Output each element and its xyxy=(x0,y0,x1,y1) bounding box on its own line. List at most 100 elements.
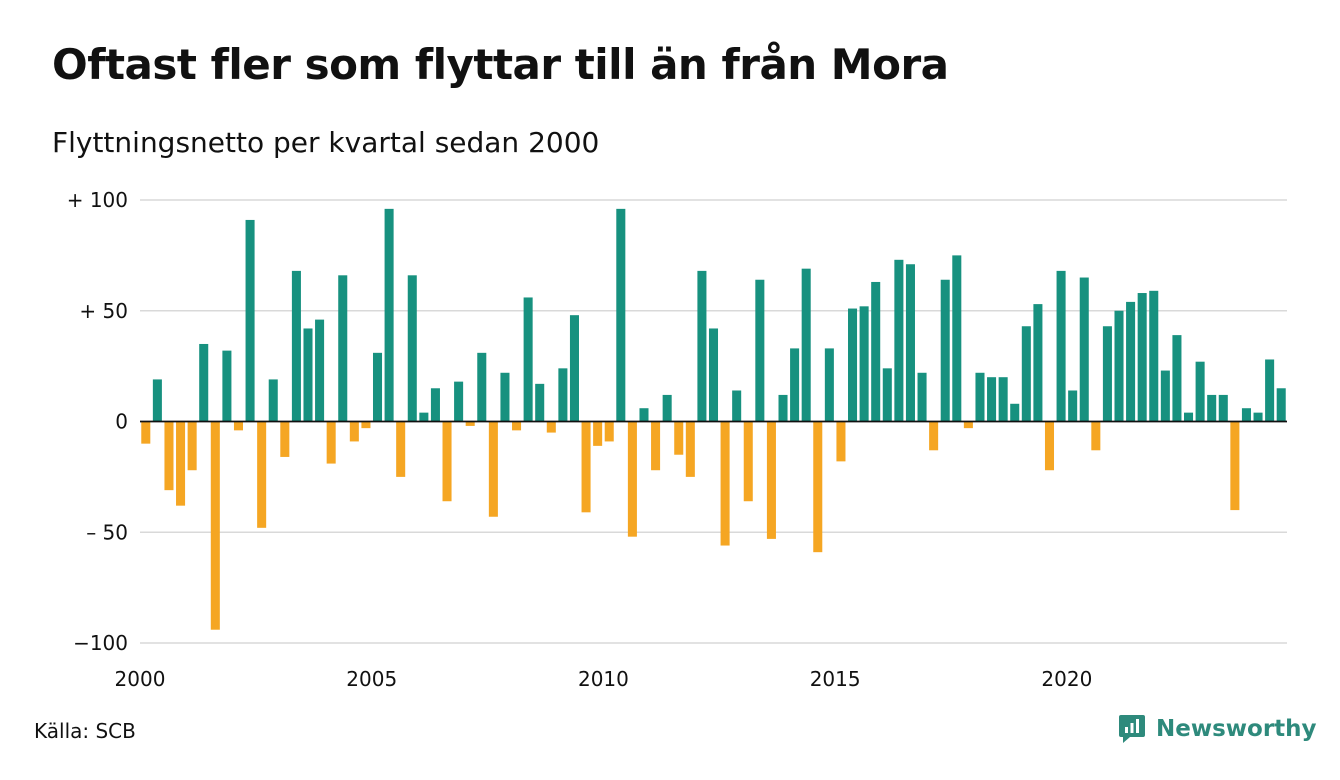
bar xyxy=(430,388,440,422)
bar xyxy=(396,421,406,477)
bar xyxy=(732,390,742,422)
bar xyxy=(1160,370,1170,422)
bar xyxy=(546,421,556,433)
bar xyxy=(1091,421,1101,451)
bar xyxy=(1230,421,1240,511)
bar xyxy=(1114,310,1124,422)
bar xyxy=(291,270,301,422)
bar xyxy=(199,343,209,422)
x-tick-label: 2000 xyxy=(115,667,166,691)
bar xyxy=(233,421,243,431)
bar xyxy=(987,377,997,422)
bar xyxy=(187,421,197,471)
bar xyxy=(349,421,359,442)
gridlines xyxy=(140,199,1287,644)
bar xyxy=(836,421,846,462)
newsworthy-logo-icon xyxy=(1119,715,1145,743)
bar xyxy=(674,421,684,455)
bar xyxy=(280,421,290,457)
bar xyxy=(848,308,858,422)
bar xyxy=(882,368,892,422)
bar xyxy=(1021,326,1031,422)
bar xyxy=(1241,408,1251,422)
bar xyxy=(488,421,498,517)
brand-name: Newsworthy xyxy=(1156,716,1317,742)
bar xyxy=(894,259,904,422)
bar xyxy=(905,264,915,422)
bar xyxy=(929,421,939,451)
bar xyxy=(940,279,950,422)
bar xyxy=(998,377,1008,422)
bar xyxy=(1253,412,1263,422)
bar xyxy=(1149,290,1159,422)
source-note: Källa: SCB xyxy=(34,719,136,743)
bar xyxy=(755,279,765,422)
bar xyxy=(1056,270,1066,422)
bar xyxy=(1195,361,1205,422)
bar xyxy=(419,412,429,422)
bar xyxy=(801,268,811,422)
bar xyxy=(1137,293,1147,422)
bar xyxy=(454,381,464,422)
bar xyxy=(384,208,394,422)
axes: + 100 + 50 0 – 50 −100 2000 2005 2010 2015 2020 xyxy=(67,188,1287,691)
bar xyxy=(651,421,661,471)
bar xyxy=(164,421,174,491)
bar xyxy=(176,421,186,506)
bar xyxy=(685,421,695,477)
bar xyxy=(1010,403,1020,422)
bar xyxy=(1218,394,1228,422)
bar xyxy=(1102,326,1112,422)
y-tick-label: + 50 xyxy=(79,299,128,323)
y-tick-label: + 100 xyxy=(67,188,128,212)
bar xyxy=(372,352,383,422)
bar xyxy=(1068,390,1078,422)
bar xyxy=(708,328,719,422)
bar xyxy=(952,255,962,422)
bar xyxy=(1079,277,1089,422)
bar xyxy=(616,208,626,422)
bar xyxy=(824,348,834,422)
bar xyxy=(303,328,313,422)
brand-logo: Newsworthy xyxy=(1118,714,1317,744)
bar xyxy=(593,421,603,446)
bar xyxy=(222,350,232,422)
bar xyxy=(975,372,985,422)
bar xyxy=(604,421,614,442)
bar xyxy=(1184,412,1194,422)
bar xyxy=(697,270,707,422)
bar-chart: + 100 + 50 0 – 50 −100 2000 2005 2010 2015 2020 xyxy=(67,188,1287,691)
bar xyxy=(442,421,452,502)
bar xyxy=(1276,388,1286,422)
bars xyxy=(141,208,1286,630)
bar xyxy=(361,421,371,429)
chart-title: Oftast fler som flyttar till än från Mor… xyxy=(52,40,949,89)
bar xyxy=(558,368,568,422)
bar xyxy=(1033,304,1043,422)
bar xyxy=(581,421,591,513)
bar xyxy=(315,319,325,422)
bar xyxy=(639,408,649,422)
bar xyxy=(407,275,417,422)
bar xyxy=(245,219,255,422)
bar xyxy=(1207,394,1217,422)
bar xyxy=(859,306,869,422)
bar xyxy=(523,297,533,422)
bar xyxy=(1265,359,1275,422)
bar xyxy=(210,421,220,630)
bar xyxy=(268,379,278,422)
x-tick-label: 2005 xyxy=(346,667,397,691)
bar xyxy=(1172,335,1182,422)
bar xyxy=(743,421,753,502)
bar xyxy=(569,315,579,422)
bar xyxy=(662,394,672,422)
bar xyxy=(141,421,151,444)
bar xyxy=(627,421,637,537)
y-tick-label: −100 xyxy=(73,631,128,655)
bar xyxy=(500,372,510,422)
bar xyxy=(535,383,545,422)
bar xyxy=(871,281,881,422)
bar xyxy=(720,421,730,546)
x-tick-label: 2020 xyxy=(1041,667,1092,691)
bar xyxy=(766,421,776,539)
